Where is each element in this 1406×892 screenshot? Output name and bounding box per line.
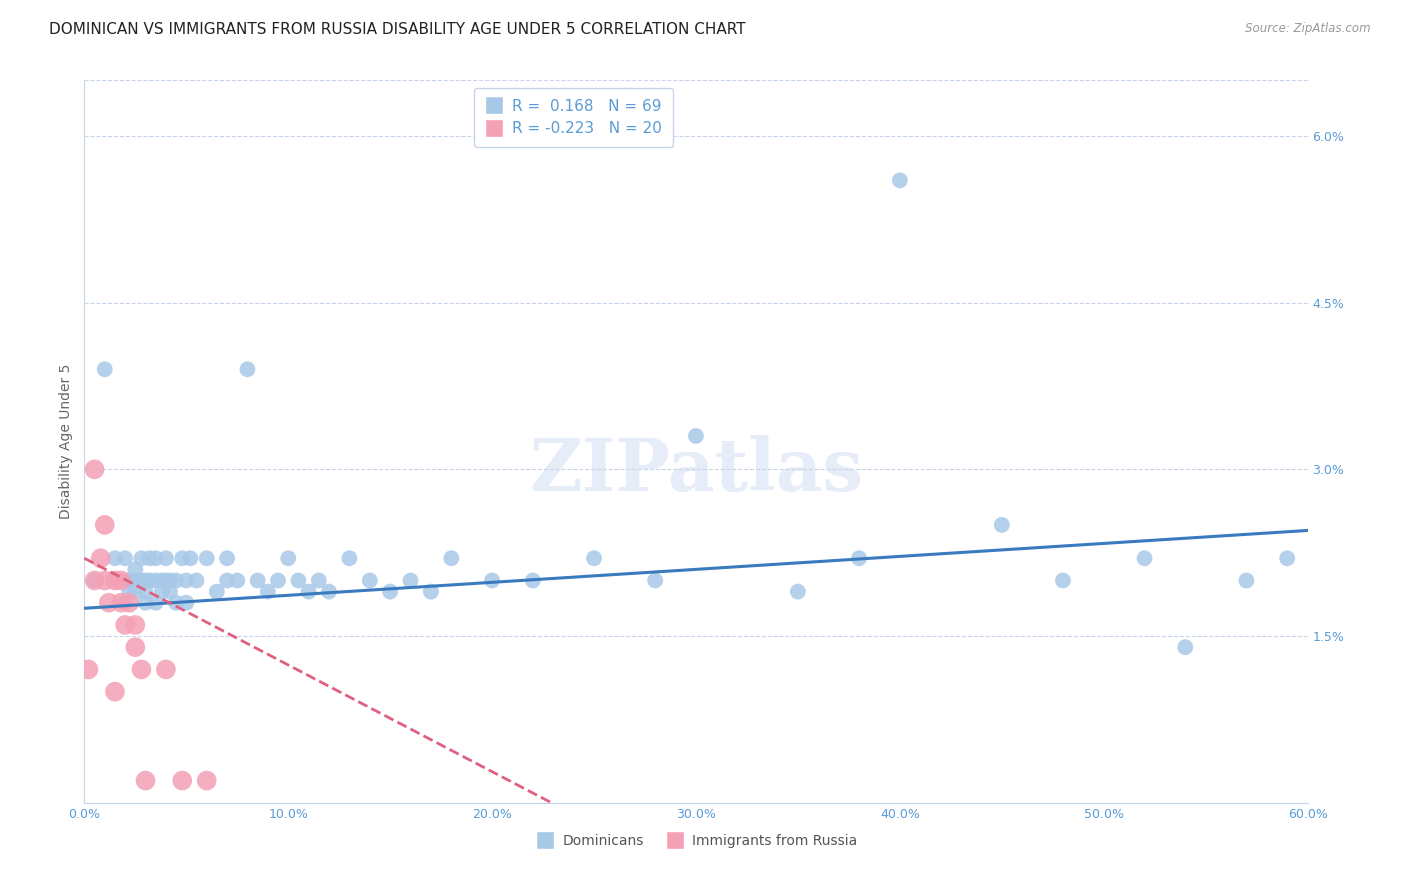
Point — [1133, 551, 1156, 566]
Point — [339, 551, 361, 566]
Point — [159, 584, 181, 599]
Point — [644, 574, 666, 588]
Point — [257, 584, 280, 599]
Point — [145, 551, 167, 566]
Point — [135, 773, 157, 788]
Point — [174, 574, 197, 588]
Point — [226, 574, 249, 588]
Point — [267, 574, 290, 588]
Point — [155, 662, 177, 676]
Point — [135, 596, 157, 610]
Point — [124, 562, 146, 576]
Point — [186, 574, 208, 588]
Point — [420, 584, 443, 599]
Point — [165, 574, 187, 588]
Point — [114, 618, 136, 632]
Point — [440, 551, 463, 566]
Point — [1236, 574, 1258, 588]
Point — [155, 574, 177, 588]
Point — [380, 584, 402, 599]
Point — [114, 574, 136, 588]
Point — [83, 462, 105, 476]
Point — [1277, 551, 1299, 566]
Point — [318, 584, 340, 599]
Y-axis label: Disability Age Under 5: Disability Age Under 5 — [59, 364, 73, 519]
Point — [155, 551, 177, 566]
Point — [131, 574, 153, 588]
Point — [114, 596, 136, 610]
Point — [93, 574, 115, 588]
Point — [165, 596, 187, 610]
Point — [145, 574, 167, 588]
Point — [205, 584, 228, 599]
Point — [118, 596, 141, 610]
Point — [124, 640, 146, 655]
Point — [583, 551, 606, 566]
Text: Source: ZipAtlas.com: Source: ZipAtlas.com — [1246, 22, 1371, 36]
Point — [114, 551, 136, 566]
Point — [172, 773, 194, 788]
Point — [217, 574, 239, 588]
Point — [97, 596, 120, 610]
Point — [308, 574, 330, 588]
Point — [104, 551, 127, 566]
Point — [685, 429, 707, 443]
Point — [124, 584, 146, 599]
Point — [359, 574, 381, 588]
Point — [246, 574, 269, 588]
Point — [93, 362, 115, 376]
Point — [195, 551, 218, 566]
Point — [135, 584, 157, 599]
Point — [277, 551, 299, 566]
Point — [150, 574, 173, 588]
Point — [138, 574, 160, 588]
Point — [848, 551, 870, 566]
Point — [159, 574, 181, 588]
Point — [118, 584, 141, 599]
Point — [118, 574, 141, 588]
Point — [172, 551, 194, 566]
Point — [179, 551, 201, 566]
Point — [889, 173, 911, 187]
Point — [287, 574, 309, 588]
Point — [93, 517, 115, 532]
Point — [124, 618, 146, 632]
Point — [138, 551, 160, 566]
Point — [399, 574, 422, 588]
Point — [110, 596, 132, 610]
Point — [77, 662, 100, 676]
Text: DOMINICAN VS IMMIGRANTS FROM RUSSIA DISABILITY AGE UNDER 5 CORRELATION CHART: DOMINICAN VS IMMIGRANTS FROM RUSSIA DISA… — [49, 22, 745, 37]
Point — [110, 574, 132, 588]
Point — [145, 596, 167, 610]
Point — [481, 574, 503, 588]
Point — [90, 551, 112, 566]
Point — [195, 773, 218, 788]
Point — [83, 574, 105, 588]
Point — [131, 662, 153, 676]
Point — [104, 684, 127, 698]
Point — [131, 551, 153, 566]
Point — [787, 584, 810, 599]
Point — [236, 362, 259, 376]
Point — [83, 574, 105, 588]
Point — [298, 584, 321, 599]
Point — [135, 574, 157, 588]
Point — [1052, 574, 1074, 588]
Point — [522, 574, 544, 588]
Legend: Dominicans, Immigrants from Russia: Dominicans, Immigrants from Russia — [529, 829, 863, 854]
Text: ZIPatlas: ZIPatlas — [529, 435, 863, 506]
Point — [124, 574, 146, 588]
Point — [991, 517, 1014, 532]
Point — [174, 596, 197, 610]
Point — [150, 584, 173, 599]
Point — [1174, 640, 1197, 655]
Point — [104, 574, 127, 588]
Point — [217, 551, 239, 566]
Point — [104, 574, 127, 588]
